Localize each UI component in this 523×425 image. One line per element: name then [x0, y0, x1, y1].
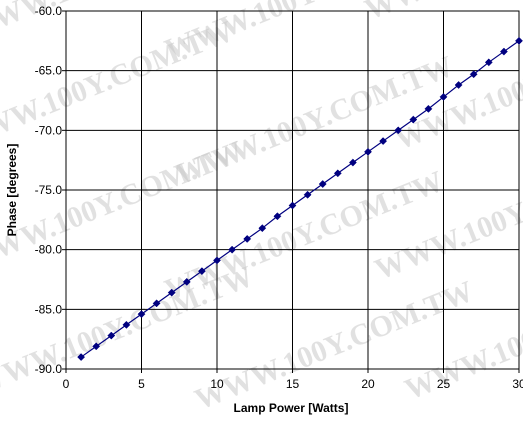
data-point-marker — [409, 115, 418, 124]
x-tick-label: 25 — [437, 377, 451, 391]
y-tick-label: -90.0 — [35, 362, 63, 376]
data-point-marker — [288, 201, 297, 210]
data-point-marker — [107, 331, 116, 340]
data-point-marker — [258, 224, 267, 233]
y-tick-label: -70.0 — [35, 123, 63, 137]
data-point-marker — [273, 212, 282, 221]
y-tick-label: -60.0 — [35, 4, 63, 18]
data-point-marker — [77, 353, 86, 362]
data-point-marker — [499, 47, 508, 56]
y-tick-label: -75.0 — [35, 183, 63, 197]
x-axis-label: Lamp Power [Watts] — [234, 401, 349, 415]
tick-labels: 0 5 10 15 20 25 30 -90.0 -85.0 -80.0 -75.0 -70.0 -65… — [35, 4, 523, 391]
data-point-marker — [182, 277, 191, 286]
x-tick-label: 0 — [63, 377, 70, 391]
y-tick-label: -80.0 — [35, 243, 63, 257]
data-point-marker — [197, 267, 206, 276]
data-point-marker — [348, 158, 357, 167]
x-tick-label: 30 — [512, 377, 523, 391]
y-tick-label: -85.0 — [35, 302, 63, 316]
x-tick-label: 20 — [361, 377, 375, 391]
y-tick-label: -65.0 — [35, 64, 63, 78]
data-point-marker — [424, 104, 433, 113]
data-point-marker — [364, 147, 372, 156]
series-line-group — [77, 36, 523, 362]
data-point-marker — [439, 92, 448, 101]
data-point-marker — [152, 299, 161, 308]
data-point-marker — [92, 342, 101, 351]
data-point-marker — [318, 180, 327, 188]
data-point-marker — [122, 320, 131, 329]
data-point-marker — [394, 126, 403, 135]
x-tick-label: 15 — [286, 377, 300, 391]
x-tick-label: 5 — [138, 377, 145, 391]
data-point-marker — [303, 190, 312, 199]
y-axis-label: Phase [degrees] — [5, 144, 19, 237]
series-line — [80, 40, 520, 358]
data-point-marker — [484, 58, 493, 67]
data-point-marker — [333, 169, 342, 178]
data-point-marker — [213, 256, 221, 265]
data-point-marker — [515, 36, 523, 45]
data-point-marker — [454, 81, 463, 89]
data-point-marker — [469, 70, 478, 79]
data-point-marker — [243, 234, 252, 243]
data-point-marker — [137, 310, 146, 319]
data-point-marker — [379, 137, 388, 146]
x-tick-label: 10 — [210, 377, 224, 391]
data-point-marker — [167, 288, 176, 297]
data-point-marker — [228, 245, 237, 254]
